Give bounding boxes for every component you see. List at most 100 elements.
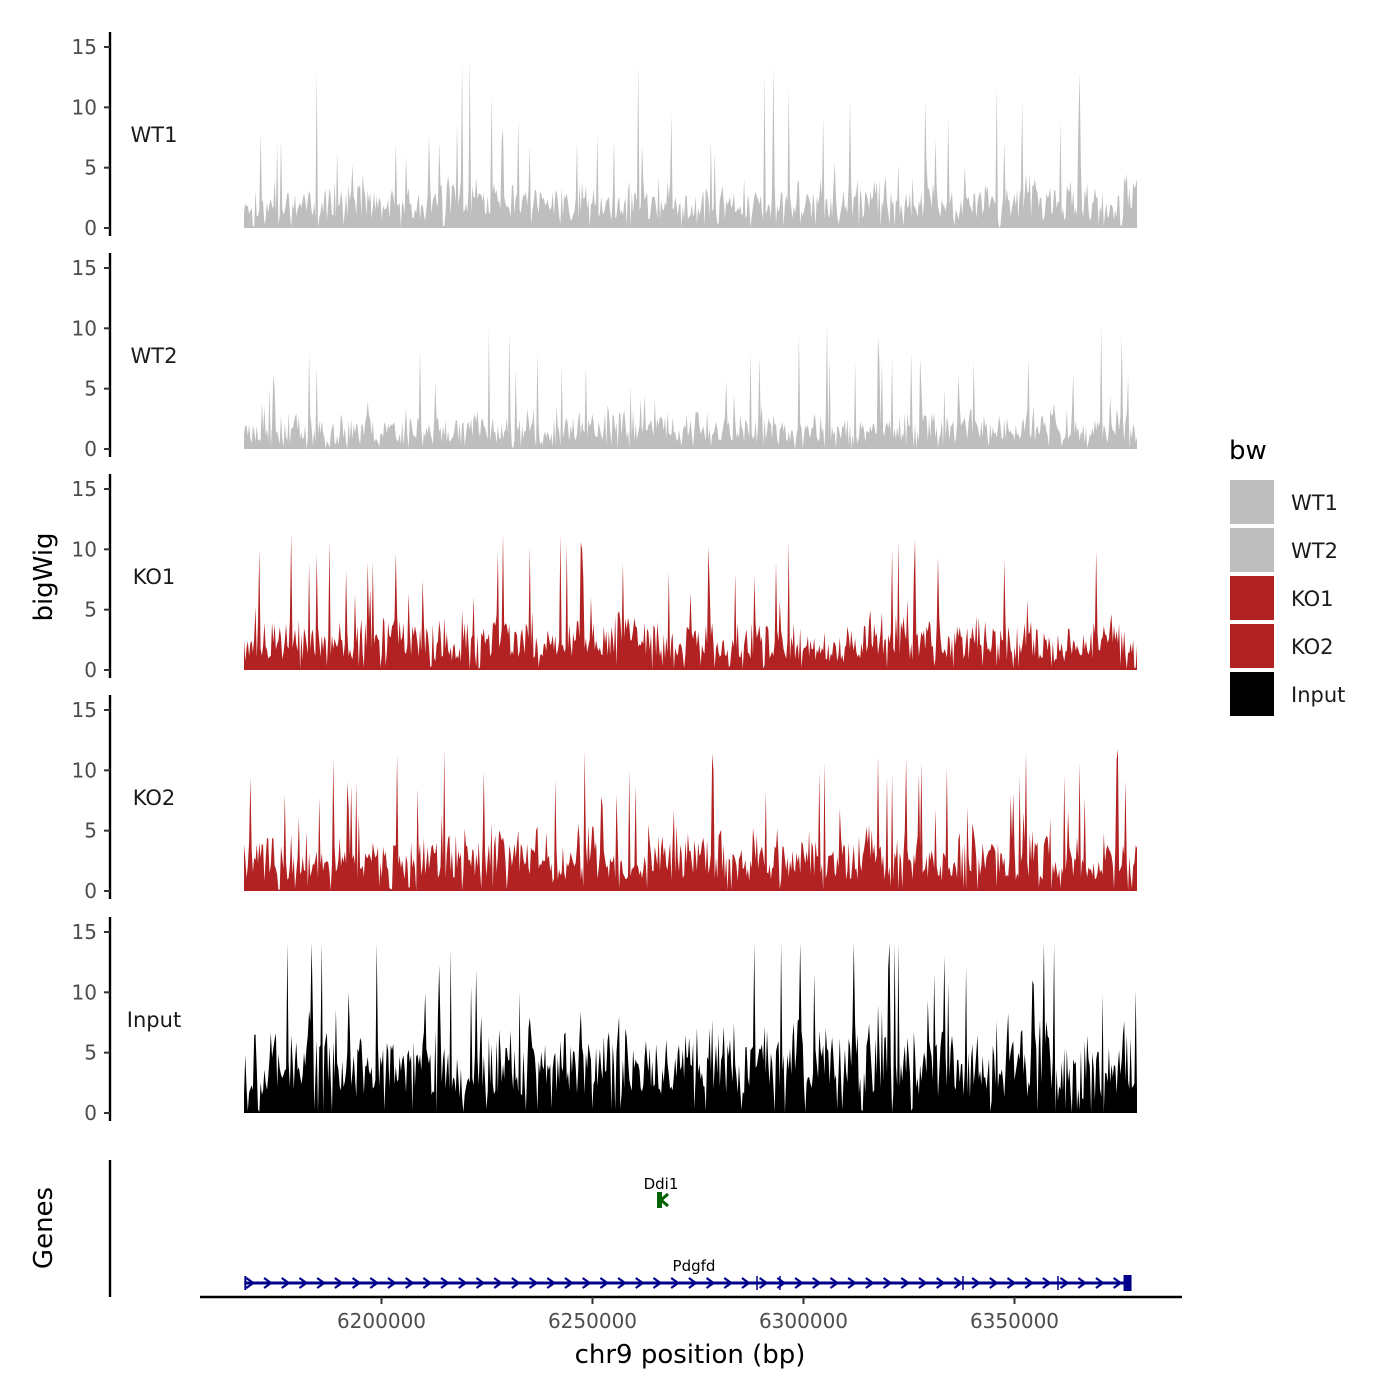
legend-key bbox=[1230, 576, 1274, 620]
strand-arrow bbox=[688, 1277, 698, 1289]
strand-arrow bbox=[1024, 1277, 1035, 1289]
y-tick-label: 5 bbox=[84, 598, 97, 622]
y-tick-label: 5 bbox=[84, 819, 97, 843]
x-tick-label: 6300000 bbox=[759, 1309, 848, 1333]
strand-arrow bbox=[422, 1277, 433, 1289]
y-tick-label: 0 bbox=[84, 437, 97, 461]
strand-arrow bbox=[741, 1277, 751, 1289]
strand-arrow bbox=[369, 1277, 380, 1289]
track-label: KO2 bbox=[133, 786, 176, 810]
strand-arrow bbox=[635, 1277, 645, 1289]
strand-arrow bbox=[316, 1277, 327, 1289]
legend-title: bw bbox=[1229, 436, 1267, 466]
y-tick-label: 0 bbox=[84, 879, 97, 903]
y-tick-label: 10 bbox=[72, 95, 97, 119]
strand-arrow bbox=[245, 1277, 256, 1289]
strand-arrow bbox=[829, 1277, 840, 1289]
strand-arrow bbox=[511, 1277, 521, 1289]
strand-arrow bbox=[617, 1277, 627, 1289]
y-tick-label: 15 bbox=[72, 698, 97, 722]
track-label: KO1 bbox=[133, 565, 176, 589]
y-tick-label: 5 bbox=[84, 1041, 97, 1065]
strand-arrow bbox=[1077, 1277, 1088, 1289]
strand-arrow bbox=[298, 1277, 309, 1289]
strand-arrow bbox=[812, 1277, 822, 1289]
y-tick-label: 0 bbox=[84, 216, 97, 240]
strand-arrow bbox=[458, 1277, 468, 1289]
strand-arrow bbox=[989, 1277, 999, 1289]
y-tick-label: 10 bbox=[72, 316, 97, 340]
y-tick-label: 15 bbox=[72, 477, 97, 501]
strand-arrow bbox=[493, 1277, 504, 1289]
strand-arrow bbox=[1042, 1277, 1052, 1289]
strand-arrow bbox=[281, 1277, 291, 1289]
y-tick-label: 5 bbox=[84, 377, 97, 401]
gene-pdgfd: Pdgfd bbox=[244, 1257, 1132, 1291]
y-tick-label: 10 bbox=[72, 758, 97, 782]
strand-arrow bbox=[1113, 1277, 1123, 1289]
y-tick-label: 15 bbox=[72, 920, 97, 944]
strand-arrow bbox=[705, 1277, 716, 1289]
strand-arrow bbox=[582, 1277, 592, 1289]
y-axis-title: bigWig bbox=[29, 532, 59, 621]
y-tick-label: 0 bbox=[84, 1101, 97, 1125]
track-ko2: 0 5 10 15 KO2 bbox=[72, 695, 1137, 903]
legend-label: KO2 bbox=[1291, 635, 1334, 659]
strand-arrow bbox=[351, 1277, 362, 1289]
strand-arrow bbox=[475, 1277, 486, 1289]
strand-arrow bbox=[440, 1277, 450, 1289]
track-label: WT1 bbox=[131, 123, 178, 147]
strand-arrow bbox=[865, 1277, 875, 1289]
strand-arrow bbox=[599, 1277, 610, 1289]
legend-label: Input bbox=[1291, 683, 1345, 707]
strand-arrow bbox=[882, 1277, 893, 1289]
strand-arrow bbox=[900, 1277, 911, 1289]
x-tick-label: 6200000 bbox=[337, 1309, 426, 1333]
strand-arrow bbox=[658, 1192, 669, 1208]
strand-arrow bbox=[263, 1277, 273, 1289]
strand-arrow bbox=[670, 1277, 681, 1289]
gene-label: Pdgfd bbox=[673, 1257, 716, 1275]
track-ko1: 0 5 10 15 KO1 bbox=[72, 474, 1137, 682]
coverage-area bbox=[244, 942, 1137, 1113]
legend-label: WT1 bbox=[1291, 491, 1338, 515]
genes-panel: Genes Pdgfd Ddi1 bbox=[29, 1160, 1132, 1297]
x-axis: 6200000 6250000 6300000 6350000 chr9 positio… bbox=[200, 1295, 1182, 1370]
strand-arrow bbox=[405, 1277, 415, 1289]
genes-axis-title: Genes bbox=[29, 1187, 59, 1269]
track-label: WT2 bbox=[131, 344, 178, 368]
legend-key bbox=[1230, 480, 1274, 524]
y-tick-label: 15 bbox=[72, 256, 97, 280]
exon-utr bbox=[1123, 1275, 1132, 1291]
legend-label: WT2 bbox=[1291, 539, 1338, 563]
legend-key bbox=[1230, 528, 1274, 572]
strand-arrow bbox=[1006, 1277, 1017, 1289]
legend-label: KO1 bbox=[1291, 587, 1334, 611]
coverage-area bbox=[244, 58, 1137, 228]
track-wt1: 0 5 10 15 WT1 bbox=[72, 32, 1137, 240]
x-axis-title: chr9 position (bp) bbox=[575, 1340, 806, 1370]
y-tick-label: 10 bbox=[72, 537, 97, 561]
legend-key bbox=[1230, 624, 1274, 668]
strand-arrow bbox=[1095, 1277, 1105, 1289]
y-tick-label: 0 bbox=[84, 658, 97, 682]
track-label: Input bbox=[127, 1008, 181, 1032]
strand-arrow bbox=[953, 1277, 964, 1289]
strand-arrow bbox=[334, 1277, 344, 1289]
x-tick-label: 6350000 bbox=[970, 1309, 1059, 1333]
track-wt2: 0 5 10 15 WT2 bbox=[72, 253, 1137, 461]
y-tick-label: 10 bbox=[72, 980, 97, 1004]
strand-arrow bbox=[794, 1277, 804, 1289]
strand-arrow bbox=[918, 1277, 928, 1289]
track-input: 0 5 10 15 Input bbox=[72, 917, 1137, 1125]
strand-arrow bbox=[564, 1277, 574, 1289]
y-tick-label: 15 bbox=[72, 35, 97, 59]
legend-key bbox=[1230, 672, 1274, 716]
coverage-area bbox=[244, 748, 1137, 891]
strand-arrow bbox=[971, 1277, 981, 1289]
strand-arrow bbox=[847, 1277, 858, 1289]
strand-arrow bbox=[936, 1277, 946, 1289]
gene-label: Ddi1 bbox=[644, 1175, 679, 1193]
